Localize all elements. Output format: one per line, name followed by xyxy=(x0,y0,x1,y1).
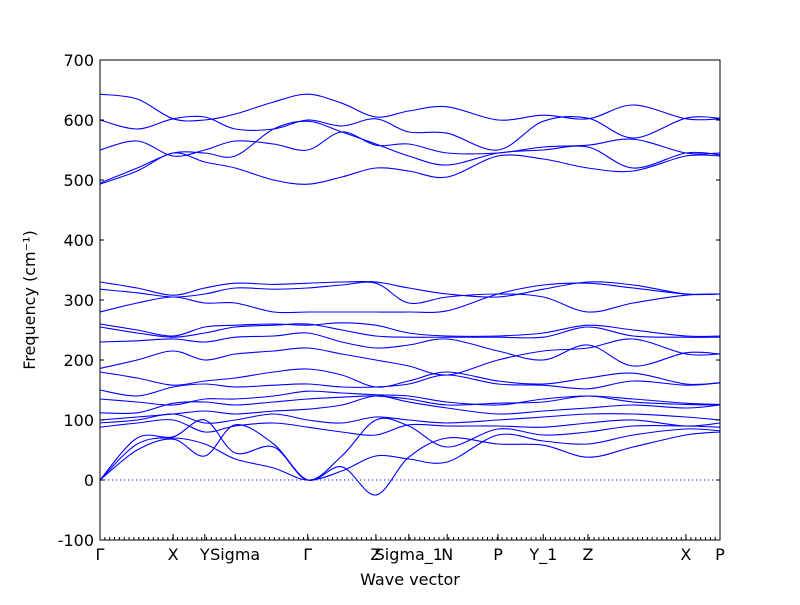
band-line-1 xyxy=(99,424,721,496)
band-line-12 xyxy=(99,332,721,367)
x-tick-label: X xyxy=(168,545,179,564)
band-line-11 xyxy=(99,338,721,376)
x-tick-label: Y_1 xyxy=(528,545,557,565)
x-tick-label: Z xyxy=(582,545,593,564)
band-series-group xyxy=(99,93,721,496)
y-tick-label: 700 xyxy=(63,51,94,70)
band-line-7 xyxy=(99,395,721,415)
y-tick-label: 100 xyxy=(63,411,94,430)
x-tick-label: Sigma_1 xyxy=(375,545,443,565)
y-tick-label: 200 xyxy=(63,351,94,370)
x-axis-label: Wave vector xyxy=(360,570,460,589)
y-tick-label: 600 xyxy=(63,111,94,130)
x-tick-label: Γ xyxy=(303,545,312,564)
band-line-14 xyxy=(99,322,721,337)
x-tick-label: Γ xyxy=(96,545,105,564)
x-tick-label: P xyxy=(715,545,725,564)
x-tick-label: X xyxy=(680,545,691,564)
y-axis-ticks: -100 0 100 200 300 400 500 600 700 xyxy=(58,51,720,550)
band-line-20 xyxy=(99,131,721,157)
band-line-17 xyxy=(99,280,721,298)
x-tick-label: N xyxy=(441,545,453,564)
x-tick-label: Sigma xyxy=(210,545,260,564)
y-tick-label: 300 xyxy=(63,291,94,310)
x-tick-label: Z xyxy=(370,545,381,564)
y-tick-label: -100 xyxy=(58,531,94,550)
band-line-15 xyxy=(99,282,721,314)
band-line-18 xyxy=(99,152,721,185)
band-line-16 xyxy=(99,281,721,313)
band-line-5 xyxy=(99,413,721,424)
band-line-13 xyxy=(99,323,721,339)
y-axis-label: Frequency (cm⁻¹) xyxy=(20,230,39,369)
band-line-22 xyxy=(99,93,721,122)
band-line-10 xyxy=(99,368,721,388)
y-tick-label: 400 xyxy=(63,231,94,250)
y-tick-label: 0 xyxy=(84,471,94,490)
band-line-3 xyxy=(99,417,721,481)
band-line-2 xyxy=(99,428,721,481)
y-tick-label: 500 xyxy=(63,171,94,190)
x-tick-label: P xyxy=(493,545,503,564)
x-tick-label: Y xyxy=(199,545,210,564)
band-line-19 xyxy=(99,120,721,184)
band-line-21 xyxy=(99,115,721,151)
band-line-9 xyxy=(99,374,721,397)
band-line-4 xyxy=(99,419,721,436)
band-line-8 xyxy=(99,390,721,406)
